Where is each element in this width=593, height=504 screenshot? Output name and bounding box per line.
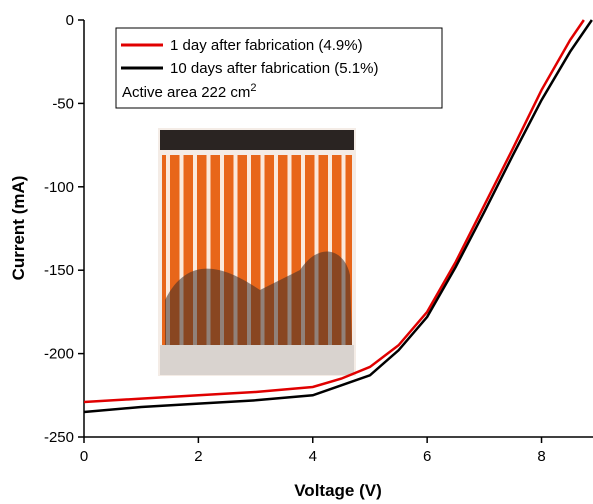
photo-bottom	[160, 345, 354, 375]
photo-stripe	[220, 155, 224, 345]
legend-label: 10 days after fabrication (5.1%)	[170, 60, 378, 77]
y-tick-label: -200	[44, 346, 74, 363]
photo-stripes	[166, 155, 346, 345]
photo-stripe	[247, 155, 251, 345]
photo-stripe	[233, 155, 238, 345]
y-axis-label: Current (mA)	[9, 176, 28, 281]
legend-label: 1 day after fabrication (4.9%)	[170, 37, 363, 54]
y-tick-label: -150	[44, 262, 74, 279]
photo-stripe	[314, 155, 319, 345]
series-line	[83, 19, 585, 404]
photo-shadow	[165, 251, 352, 345]
annotation-text: Active area 222 cm	[122, 84, 250, 101]
photo-stripe	[193, 155, 197, 345]
x-tick-label: 6	[423, 448, 431, 465]
photo-stripe	[260, 155, 265, 345]
photo-inset	[158, 128, 356, 376]
y-tick-label: -50	[52, 95, 74, 112]
x-tick-label: 4	[309, 448, 317, 465]
photo-top	[160, 130, 354, 150]
photo-stripe	[301, 155, 305, 345]
photo-stripe	[166, 155, 170, 345]
photo-stripe	[328, 155, 332, 345]
y-tick-label: -250	[44, 429, 74, 446]
x-tick-label: 0	[80, 448, 88, 465]
annotation-superscript: 2	[250, 82, 256, 94]
photo-stripe	[341, 155, 346, 345]
y-tick-label: -100	[44, 179, 74, 196]
x-axis-label: Voltage (V)	[294, 481, 382, 500]
x-tick-label: 8	[537, 448, 545, 465]
photo-stripe	[287, 155, 292, 345]
y-tick-label: 0	[66, 12, 74, 29]
legend-box	[115, 27, 443, 109]
photo-stripe	[274, 155, 278, 345]
photo-stripe	[179, 155, 184, 345]
photo-stripe	[206, 155, 211, 345]
x-tick-label: 2	[194, 448, 202, 465]
annotation: Active area 222 cm2	[122, 82, 257, 101]
series-line	[83, 19, 593, 414]
